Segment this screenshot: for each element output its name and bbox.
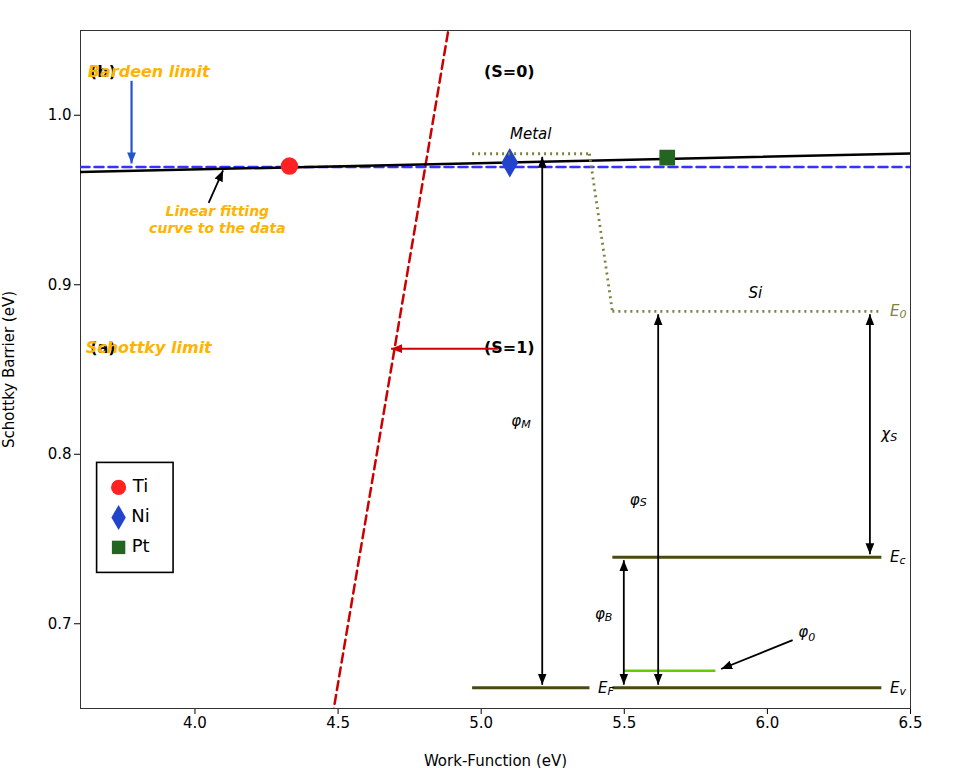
svg-text:φ0: φ0 — [798, 623, 815, 644]
svg-text:EF: EF — [598, 678, 614, 697]
svg-text:φS: φS — [630, 490, 647, 509]
svg-text:φB: φB — [595, 604, 612, 623]
svg-text:Ni: Ni — [131, 505, 149, 526]
svg-text:5.0: 5.0 — [469, 714, 493, 732]
svg-text:(S=0): (S=0) — [484, 62, 535, 81]
svg-text:Schottky limit: Schottky limit — [86, 338, 213, 357]
svg-text:Ev: Ev — [890, 678, 906, 697]
svg-text:1.0: 1.0 — [48, 106, 72, 124]
svg-text:Ti: Ti — [132, 475, 148, 496]
svg-text:Work-Function (eV): Work-Function (eV) — [424, 752, 567, 768]
svg-text:4.5: 4.5 — [326, 714, 350, 732]
svg-text:Schottky Barrier (eV): Schottky Barrier (eV) — [0, 291, 18, 448]
svg-text:φM: φM — [511, 411, 531, 430]
svg-text:Pt: Pt — [132, 535, 150, 556]
svg-text:6.0: 6.0 — [755, 714, 779, 732]
svg-text:χS: χS — [880, 425, 897, 444]
svg-text:Bardeen limit: Bardeen limit — [88, 62, 211, 81]
svg-text:E0: E0 — [890, 302, 906, 321]
svg-text:Linear fittingcurve to the dat: Linear fittingcurve to the data — [149, 203, 286, 236]
svg-text:4.0: 4.0 — [183, 714, 207, 732]
svg-text:0.8: 0.8 — [48, 445, 72, 463]
svg-text:Metal: Metal — [510, 125, 552, 143]
svg-text:0.9: 0.9 — [48, 276, 72, 294]
svg-text:6.5: 6.5 — [899, 714, 923, 732]
svg-text:Ec: Ec — [890, 548, 906, 567]
svg-text:(S=1): (S=1) — [483, 338, 535, 358]
svg-text:0.7: 0.7 — [48, 615, 72, 633]
svg-text:5.5: 5.5 — [612, 714, 636, 732]
svg-text:Si: Si — [749, 284, 764, 302]
